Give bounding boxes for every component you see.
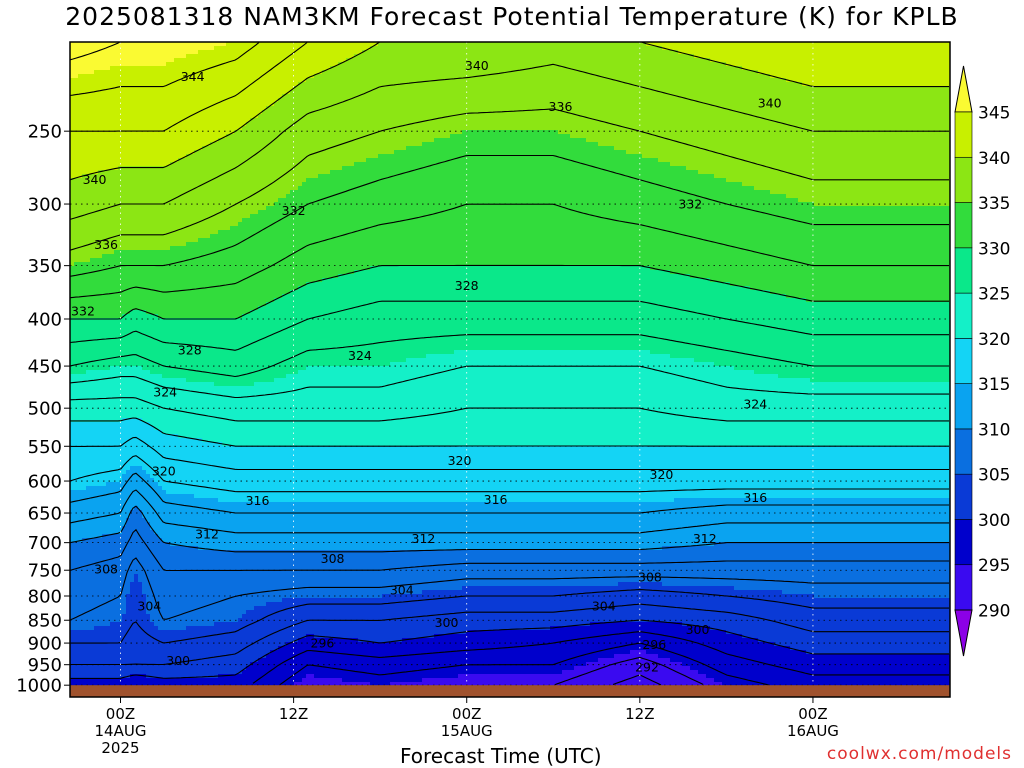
ground-layer: [70, 685, 950, 697]
y-tick-label: 850: [28, 611, 62, 632]
y-tick-label: 450: [28, 357, 62, 378]
colorbar-label: 320: [978, 330, 1010, 350]
y-tick-label: 500: [28, 399, 62, 420]
y-axis: 2503003504004505005506006507007508008509…: [16, 122, 70, 697]
colorbar-label: 300: [978, 511, 1010, 531]
contour-label: 308: [638, 570, 662, 585]
contour-label: 316: [743, 490, 767, 505]
y-tick-label: 400: [28, 310, 62, 331]
contour-label: 292: [635, 659, 659, 674]
contour-label: 328: [178, 342, 202, 357]
contour-label: 340: [83, 172, 107, 187]
x-tick-label: 00Z: [106, 705, 135, 723]
x-tick-label: 2025: [101, 739, 139, 757]
temperature-fill-layer: [70, 42, 951, 699]
contour-label: 336: [549, 99, 573, 114]
contour-label: 332: [678, 197, 702, 212]
x-tick-label: 14AUG: [95, 722, 147, 740]
contour-label: 336: [94, 237, 118, 252]
colorbar-bottom-arrow: [955, 610, 972, 656]
x-tick-label: 12Z: [279, 705, 308, 723]
colorbar-segment: [955, 112, 972, 157]
y-tick-label: 750: [28, 561, 62, 582]
contour-label: 312: [693, 531, 717, 546]
y-tick-label: 300: [28, 195, 62, 216]
y-tick-label: 600: [28, 472, 62, 493]
contour-label: 304: [592, 598, 616, 613]
x-tick-label: 16AUG: [787, 722, 839, 740]
y-tick-label: 900: [28, 634, 62, 655]
y-tick-label: 950: [28, 655, 62, 676]
contour-label: 344: [181, 69, 205, 84]
colorbar-label: 325: [978, 285, 1010, 305]
contour-label: 312: [195, 526, 219, 541]
colorbar-segment: [955, 248, 972, 293]
contour-label: 324: [153, 384, 177, 399]
contour-label: 296: [311, 636, 335, 651]
contour-label: 316: [246, 493, 270, 508]
contour-label: 312: [412, 531, 436, 546]
contour-label: 324: [743, 397, 767, 412]
colorbar-label: 305: [978, 466, 1010, 486]
contour-label: 300: [435, 615, 459, 630]
y-tick-label: 800: [28, 587, 62, 608]
contour-label: 332: [282, 203, 306, 218]
x-tick-label: 15AUG: [441, 722, 493, 740]
y-tick-label: 550: [28, 437, 62, 458]
colorbar-label: 290: [978, 602, 1010, 622]
contour-label: 316: [484, 492, 508, 507]
colorbar-segment: [955, 429, 972, 474]
contour-label: 296: [642, 637, 666, 652]
colorbar-label: 310: [978, 420, 1010, 440]
colorbar: 290 295 300 305 310 315 320 325 330 335 340 345: [955, 66, 1010, 656]
colorbar-label: 315: [978, 375, 1010, 395]
colorbar-label: 340: [978, 149, 1010, 169]
x-axis-title: Forecast Time (UTC): [400, 744, 602, 768]
contour-label: 320: [152, 463, 176, 478]
contour-label: 328: [455, 278, 479, 293]
contour-label: 332: [71, 303, 95, 318]
contour-label: 308: [94, 562, 118, 577]
contour-label: 340: [465, 58, 489, 73]
x-tick-label: 00Z: [452, 705, 481, 723]
colorbar-label: 335: [978, 194, 1010, 214]
colorbar-segment: [955, 474, 972, 519]
y-tick-label: 1000: [16, 676, 62, 697]
y-tick-label: 700: [28, 533, 62, 554]
y-tick-label: 250: [28, 122, 62, 143]
contour-label: 308: [321, 551, 345, 566]
contour-label: 340: [758, 96, 782, 111]
colorbar-segment: [955, 157, 972, 202]
contour-label: 324: [348, 348, 372, 363]
y-tick-label: 350: [28, 256, 62, 277]
colorbar-segment: [955, 338, 972, 383]
contour-label: 320: [650, 467, 674, 482]
colorbar-label: 345: [978, 104, 1010, 124]
colorbar-segment: [955, 565, 972, 610]
contour-label: 300: [686, 622, 710, 637]
colorbar-label: 295: [978, 556, 1010, 576]
x-tick-label: 12Z: [625, 705, 654, 723]
colorbar-segment: [955, 293, 972, 338]
colorbar-segment: [955, 519, 972, 564]
colorbar-label: 330: [978, 239, 1010, 259]
x-tick-label: 00Z: [798, 705, 827, 723]
contour-label: 304: [390, 582, 414, 597]
colorbar-top-arrow: [955, 66, 972, 112]
contour-label: 300: [166, 653, 190, 668]
colorbar-segment: [955, 203, 972, 248]
contour-label: 320: [448, 453, 472, 468]
contour-label: 304: [137, 598, 161, 613]
colorbar-segment: [955, 384, 972, 429]
credit-text: coolwx.com/models: [827, 744, 1012, 764]
y-tick-label: 650: [28, 504, 62, 525]
